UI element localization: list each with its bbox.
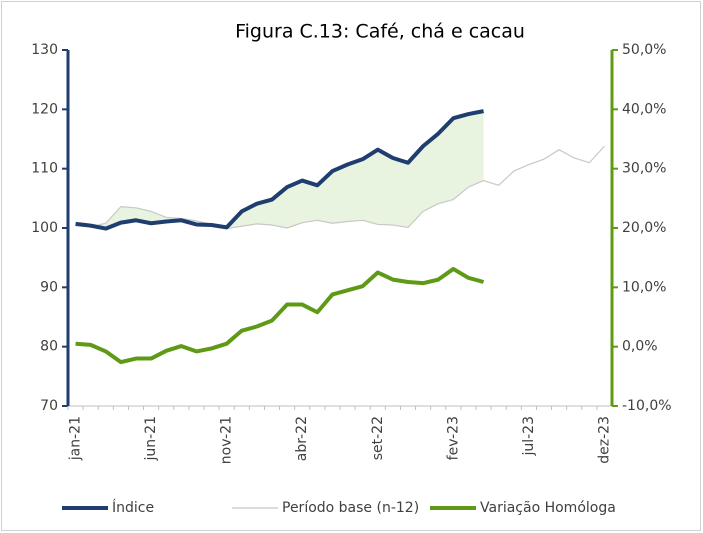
y2-tick-label: 40,0%: [622, 101, 666, 117]
y2-tick-label: 10,0%: [622, 279, 666, 295]
x-tick-label: set-22: [370, 416, 386, 460]
x-tick-label: abr-22: [294, 416, 310, 461]
y2-tick-label: 50,0%: [622, 42, 666, 58]
gap-area: [75, 111, 484, 229]
y-tick-label: 110: [31, 161, 58, 177]
y-tick-label: 80: [40, 339, 58, 355]
x-tick-label: fev-23: [445, 416, 461, 460]
x-tick-label: jul-23: [521, 416, 537, 457]
y-tick-label: 90: [40, 279, 58, 295]
y2-tick-label: -10,0%: [622, 398, 672, 414]
x-tick-label: dez-23: [596, 416, 612, 464]
y-tick-label: 130: [31, 42, 58, 58]
x-tick-label: nov-21: [219, 416, 235, 464]
x-tick-label: jun-21: [143, 416, 159, 462]
x-tick-label: jan-21: [68, 416, 84, 461]
legend-label: Índice: [112, 499, 154, 516]
y2-tick-label: 20,0%: [622, 220, 666, 236]
series-line: [75, 145, 605, 230]
y-tick-label: 120: [31, 101, 58, 117]
legend-label: Período base (n-12): [282, 500, 419, 516]
chart-title: Figura C.13: Café, chá e cacau: [235, 21, 525, 43]
series-line: [75, 109, 484, 231]
y2-tick-label: 0,0%: [622, 339, 658, 355]
y-tick-label: 100: [31, 220, 58, 236]
series-line: [75, 266, 485, 365]
y2-tick-label: 30,0%: [622, 161, 666, 177]
legend-label: Variação Homóloga: [480, 500, 616, 516]
y-tick-label: 70: [40, 398, 58, 414]
